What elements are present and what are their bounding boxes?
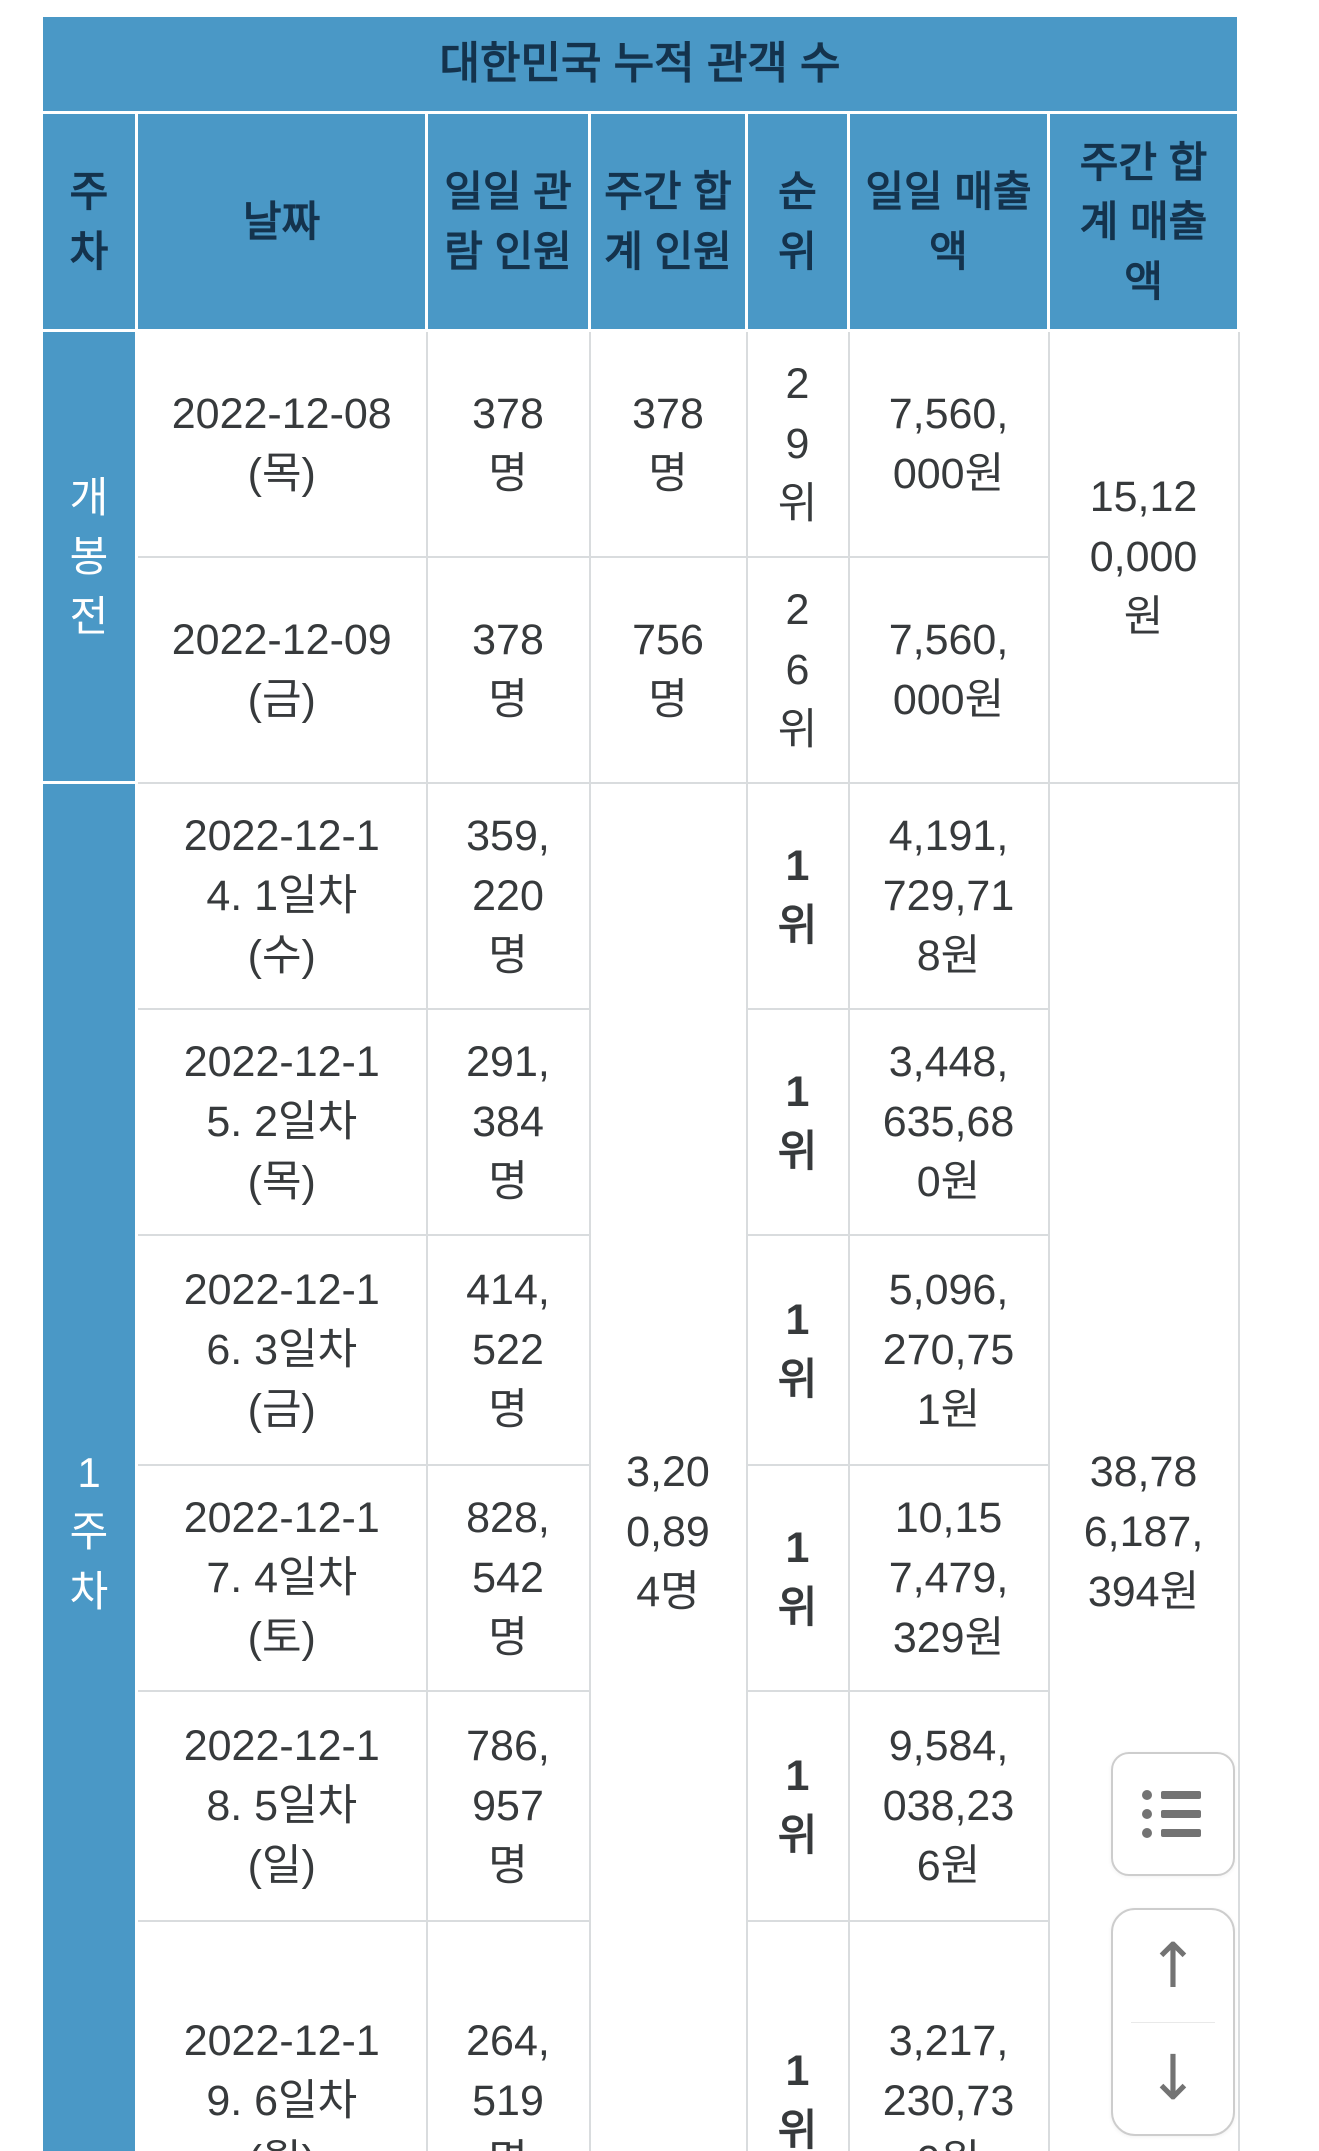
scroll-buttons: ↑ ↓ <box>1111 1908 1235 2136</box>
week-label-week-1: 1주차 <box>40 781 138 2151</box>
scroll-down-button[interactable]: ↓ <box>1113 2023 1233 2135</box>
cell-daily-revenue: 7,560,000원 <box>847 555 1050 784</box>
cell-date: 2022-12-19. 6일차 (월) <box>135 1919 428 2151</box>
divider <box>1131 2021 1215 2023</box>
scroll-up-button[interactable]: ↑ <box>1113 1910 1233 2022</box>
cell-date: 2022-12-15. 2일차 (목) <box>135 1007 428 1236</box>
cell-daily-audience: 264,519명 <box>425 1919 591 2151</box>
cell-daily-revenue: 5,096,270,751원 <box>847 1233 1050 1466</box>
box-office-table-wrap: 대한민국 누적 관객 수 주차 날짜 일일 관람 인원 주간 합계 인원 순위 … <box>39 13 1241 2151</box>
table-title-row: 대한민국 누적 관객 수 <box>39 13 1241 115</box>
table-row: 2022-12-16. 3일차 (금) 414,522명 1위 5,096,27… <box>42 1233 1239 1466</box>
table-row: 2022-12-15. 2일차 (목) 291,384명 1위 3,448,63… <box>42 1007 1239 1236</box>
cell-daily-revenue: 3,217,230,739원 <box>847 1919 1050 2151</box>
table-row: 2022-12-18. 5일차 (일) 786,957명 1위 9,584,03… <box>42 1689 1239 1922</box>
cell-daily-revenue: 3,448,635,680원 <box>847 1007 1050 1236</box>
cell-rank: 1위 <box>745 781 850 1010</box>
column-header-daily-audience: 일일 관람 인원 <box>425 111 591 333</box>
cell-daily-audience: 786,957명 <box>425 1689 591 1922</box>
table-header-row: 주차 날짜 일일 관람 인원 주간 합계 인원 순위 일일 매출액 주간 합계 … <box>40 111 1241 333</box>
floating-nav-buttons: ↑ ↓ <box>1111 1752 1235 2136</box>
cell-daily-audience: 378명 <box>425 329 591 558</box>
table-title: 대한민국 누적 관객 수 <box>39 13 1241 115</box>
cell-daily-revenue: 10,157,479,329원 <box>847 1463 1050 1692</box>
cell-weekly-total-audience: 3,200,894명 <box>588 781 748 2151</box>
cell-rank: 1위 <box>745 1463 850 1692</box>
cell-daily-revenue: 4,191,729,718원 <box>847 781 1050 1010</box>
cell-rank: 29위 <box>745 329 850 558</box>
cell-weekly-total-revenue: 15,120,000원 <box>1047 329 1240 784</box>
cell-rank: 1위 <box>745 1919 850 2151</box>
cell-weekly-total-audience: 756명 <box>588 555 748 784</box>
cell-daily-audience: 359,220명 <box>425 781 591 1010</box>
cell-rank: 1위 <box>745 1007 850 1236</box>
cell-daily-audience: 828,542명 <box>425 1463 591 1692</box>
cell-date: 2022-12-08 (목) <box>135 329 428 558</box>
cell-daily-audience: 291,384명 <box>425 1007 591 1236</box>
arrow-down-icon: ↓ <box>1147 2041 1199 2115</box>
column-header-weekly-total-revenue: 주간 합계 매출액 <box>1046 111 1241 333</box>
cell-daily-revenue: 9,584,038,236원 <box>847 1689 1050 1922</box>
cell-daily-revenue: 7,560,000원 <box>847 329 1050 558</box>
table-row: 2022-12-09 (금) 378명 756명 26위 7,560,000원 <box>42 555 1239 784</box>
toc-button[interactable] <box>1111 1752 1235 1876</box>
cell-date: 2022-12-16. 3일차 (금) <box>135 1233 428 1466</box>
column-header-date: 날짜 <box>135 111 428 333</box>
cell-date: 2022-12-18. 5일차 (일) <box>135 1689 428 1922</box>
table-row: 개봉 전 2022-12-08 (목) 378명 378명 29위 7,560,… <box>40 329 1240 785</box>
week-label-pre-release: 개봉 전 <box>40 329 138 785</box>
column-header-daily-revenue: 일일 매출액 <box>847 111 1050 333</box>
cell-daily-audience: 414,522명 <box>425 1233 591 1466</box>
table-row: 2022-12-19. 6일차 (월) 264,519명 1위 3,217,23… <box>42 1919 1239 2151</box>
box-office-table: 대한민국 누적 관객 수 주차 날짜 일일 관람 인원 주간 합계 인원 순위 … <box>39 13 1241 2151</box>
cell-date: 2022-12-14. 1일차 (수) <box>135 781 428 1010</box>
table-row: 1주차 2022-12-14. 1일차 (수) 359,220명 3,200,8… <box>40 781 1240 2151</box>
column-header-weekly-total-audience: 주간 합계 인원 <box>588 111 748 333</box>
table-row: 2022-12-17. 4일차 (토) 828,542명 1위 10,157,4… <box>42 1463 1239 1692</box>
cell-daily-audience: 378명 <box>425 555 591 784</box>
cell-date: 2022-12-17. 4일차 (토) <box>135 1463 428 1692</box>
cell-weekly-total-audience: 378명 <box>588 329 748 558</box>
cell-rank: 26위 <box>745 555 850 784</box>
bullet-list-icon <box>1142 1790 1201 1838</box>
cell-date: 2022-12-09 (금) <box>135 555 428 784</box>
column-header-week: 주차 <box>40 111 138 333</box>
cell-rank: 1위 <box>745 1689 850 1922</box>
arrow-up-icon: ↑ <box>1147 1928 1199 2002</box>
column-header-rank: 순위 <box>745 111 850 333</box>
cell-rank: 1위 <box>745 1233 850 1466</box>
